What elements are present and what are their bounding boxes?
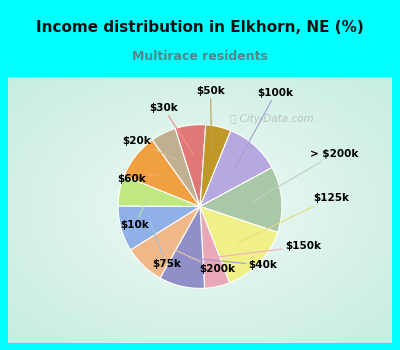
Wedge shape (118, 176, 200, 206)
Wedge shape (200, 168, 282, 232)
Wedge shape (130, 206, 200, 278)
Wedge shape (118, 206, 200, 250)
Wedge shape (200, 206, 278, 283)
Text: $30k: $30k (149, 103, 194, 154)
Text: $100k: $100k (235, 88, 294, 167)
Wedge shape (152, 128, 200, 206)
Wedge shape (200, 125, 231, 206)
Wedge shape (200, 206, 230, 288)
Text: $200k: $200k (164, 245, 235, 274)
Text: $50k: $50k (196, 86, 225, 155)
Text: $150k: $150k (211, 241, 321, 258)
Text: Multirace residents: Multirace residents (132, 49, 268, 63)
Wedge shape (124, 140, 200, 206)
Text: > $200k: > $200k (252, 149, 358, 202)
Text: ⓘ City-Data.com: ⓘ City-Data.com (230, 114, 314, 124)
Text: $40k: $40k (188, 258, 278, 270)
Wedge shape (200, 131, 272, 206)
Text: $60k: $60k (117, 174, 159, 184)
Text: $10k: $10k (120, 196, 149, 230)
Text: $75k: $75k (150, 221, 181, 269)
Text: $20k: $20k (123, 136, 176, 160)
Text: $125k: $125k (238, 193, 349, 243)
Wedge shape (160, 206, 204, 288)
Text: Income distribution in Elkhorn, NE (%): Income distribution in Elkhorn, NE (%) (36, 21, 364, 35)
Wedge shape (175, 125, 206, 206)
